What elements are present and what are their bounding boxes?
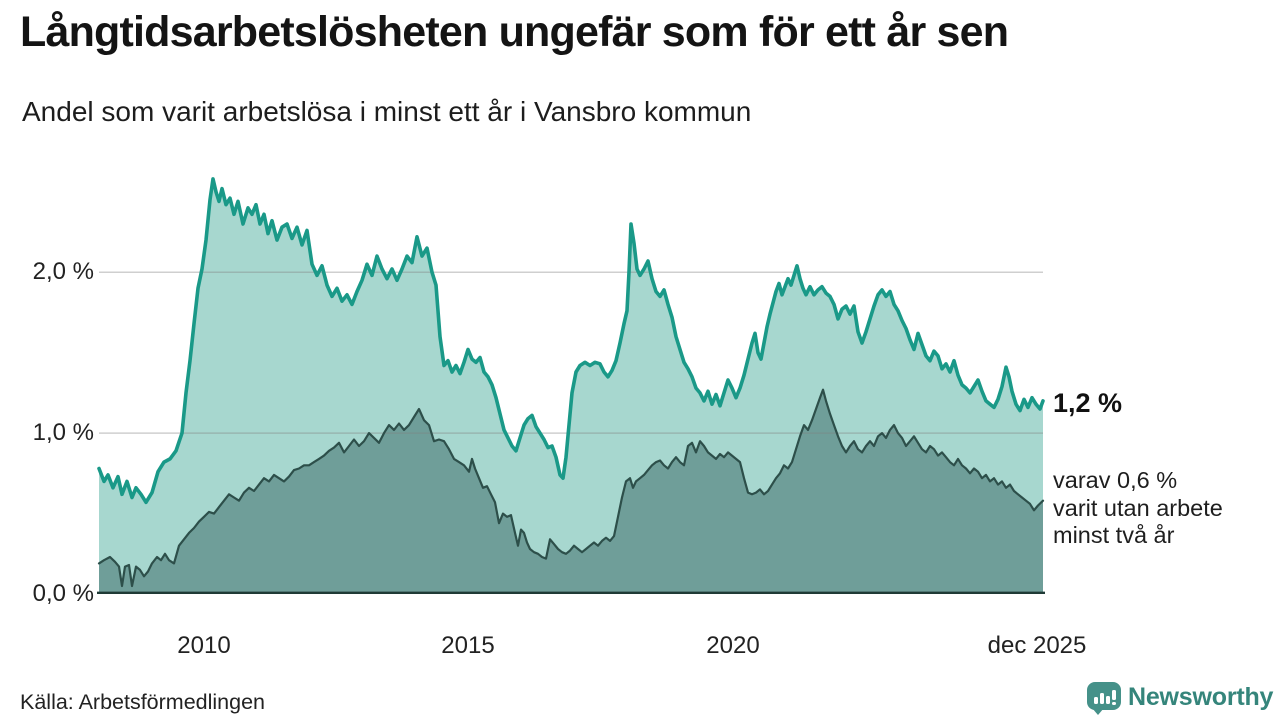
note-line: varav 0,6 % [1053, 467, 1178, 493]
note-line: varit utan arbete [1053, 494, 1223, 521]
note-line: minst två år [1053, 522, 1175, 548]
x-axis-tick-label: dec 2025 [987, 632, 1087, 659]
y-axis-tick-label: 0,0 % [32, 580, 94, 607]
newsworthy-logo: Newsworthy [1087, 682, 1274, 715]
area-chart [97, 177, 1045, 594]
x-axis-tick-label: 2015 [441, 632, 495, 659]
x-axis-tick-label: 2010 [177, 632, 231, 659]
latest-value-note: varav 0,6 % varit utan arbete minst två … [1053, 467, 1223, 550]
y-axis-tick-label: 2,0 % [32, 258, 94, 286]
source-credit: Källa: Arbetsförmedlingen [20, 690, 266, 714]
y-axis-tick-label: 1,0 % [32, 419, 94, 447]
page-subtitle: Andel som varit arbetslösa i minst ett å… [22, 96, 752, 127]
x-axis-tick-label: 2020 [706, 632, 760, 659]
newsworthy-bubble-chart-icon [1087, 682, 1121, 715]
page-title: Långtidsarbetslösheten ungefär som för e… [20, 8, 1009, 56]
latest-value-label: 1,2 % [1053, 388, 1123, 418]
newsworthy-wordmark: Newsworthy [1128, 683, 1274, 711]
line-total [97, 177, 1045, 505]
area-fill-two-years [99, 389, 1043, 594]
line-two-years [97, 388, 1045, 588]
